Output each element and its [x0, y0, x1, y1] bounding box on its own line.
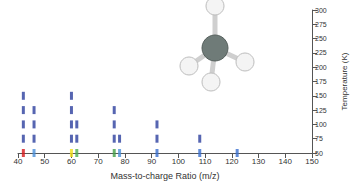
svg-text:50: 50: [40, 157, 49, 166]
svg-text:100: 100: [172, 157, 186, 166]
svg-text:75: 75: [315, 135, 323, 142]
svg-text:300: 300: [315, 7, 327, 14]
svg-text:60: 60: [67, 157, 76, 166]
svg-text:120: 120: [225, 157, 239, 166]
svg-text:250: 250: [315, 35, 327, 42]
svg-text:110: 110: [199, 157, 212, 166]
svg-text:125: 125: [315, 107, 327, 114]
svg-text:130: 130: [252, 157, 266, 166]
svg-text:50: 50: [315, 150, 323, 157]
svg-text:275: 275: [315, 21, 327, 28]
svg-text:175: 175: [315, 78, 327, 85]
svg-text:Mass-to-charge Ratio (m/z): Mass-to-charge Ratio (m/z): [110, 171, 219, 181]
svg-text:40: 40: [14, 157, 23, 166]
svg-text:70: 70: [94, 157, 103, 166]
svg-text:150: 150: [305, 157, 319, 166]
svg-text:100: 100: [315, 121, 327, 128]
svg-text:80: 80: [120, 157, 129, 166]
svg-text:225: 225: [315, 49, 327, 56]
svg-text:150: 150: [315, 92, 327, 99]
svg-text:140: 140: [279, 157, 293, 166]
svg-text:90: 90: [147, 157, 156, 166]
svg-text:Temperature (K): Temperature (K): [340, 52, 349, 110]
svg-text:200: 200: [315, 64, 327, 71]
